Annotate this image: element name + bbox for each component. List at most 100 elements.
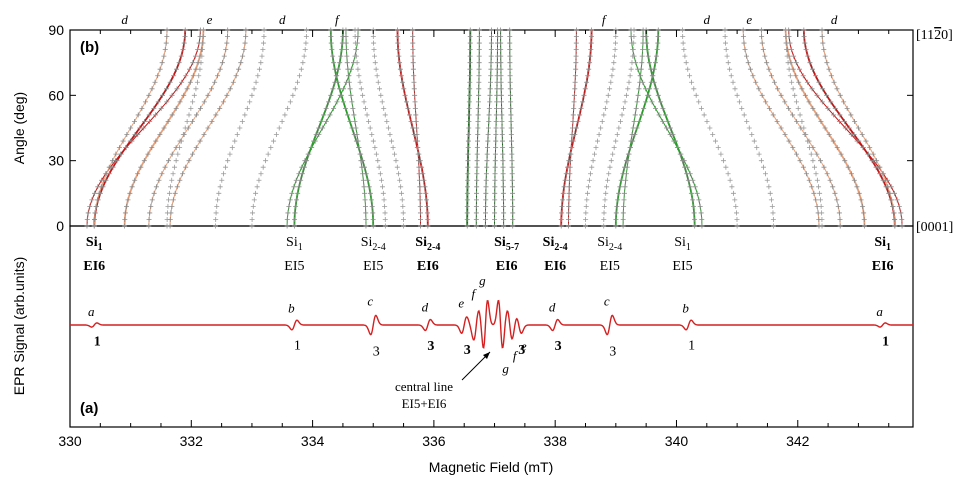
data-cross: [559, 203, 565, 209]
data-cross: [284, 223, 290, 229]
data-cross: [718, 151, 724, 157]
data-cross: [634, 99, 640, 105]
data-cross: [268, 145, 274, 151]
data-cross: [570, 118, 576, 124]
data-cross: [89, 197, 95, 203]
data-cross: [627, 73, 633, 79]
data-cross: [382, 223, 388, 229]
data-cross: [854, 184, 860, 190]
data-cross: [92, 190, 98, 196]
data-cross: [483, 197, 489, 203]
intensity-label: 1: [688, 338, 695, 353]
data-cross: [583, 216, 589, 222]
curve-letter-e: e: [746, 12, 752, 27]
data-cross: [730, 190, 736, 196]
data-cross: [801, 125, 807, 131]
data-cross: [467, 86, 473, 92]
data-cross: [827, 177, 833, 183]
data-cross: [466, 112, 472, 118]
data-cross: [896, 203, 902, 209]
data-cross: [368, 197, 374, 203]
data-cross: [187, 66, 193, 72]
data-cross: [197, 66, 203, 72]
data-cross: [487, 99, 493, 105]
data-cross: [412, 92, 418, 98]
epr-spectrum-line: [70, 299, 913, 349]
data-cross: [149, 86, 155, 92]
data-cross: [483, 177, 489, 183]
data-cross: [475, 125, 481, 131]
line-letter-a: a: [88, 304, 95, 319]
data-cross: [492, 203, 498, 209]
data-cross: [822, 53, 828, 59]
data-cross: [476, 34, 482, 40]
data-cross: [609, 73, 615, 79]
data-cross: [282, 112, 288, 118]
data-cross: [94, 197, 100, 203]
data-cross: [643, 99, 649, 105]
data-cross: [190, 60, 196, 66]
data-cross: [813, 197, 819, 203]
data-cross: [660, 105, 666, 111]
data-cross: [855, 125, 861, 131]
data-cross: [756, 151, 762, 157]
data-cross: [507, 60, 513, 66]
data-cross: [598, 125, 604, 131]
data-cross: [848, 112, 854, 118]
data-cross: [296, 171, 302, 177]
data-cross: [820, 86, 826, 92]
data-cross: [510, 190, 516, 196]
data-cross: [292, 216, 298, 222]
data-cross: [692, 223, 698, 229]
center-label: EI5: [600, 259, 620, 274]
data-cross: [498, 92, 504, 98]
data-cross: [356, 73, 362, 79]
data-cross: [347, 86, 353, 92]
data-cross: [691, 210, 697, 216]
data-cross: [384, 118, 390, 124]
data-cross: [725, 60, 731, 66]
data-cross: [186, 112, 192, 118]
data-cross: [500, 190, 506, 196]
data-cross: [585, 190, 591, 196]
data-cross: [741, 112, 747, 118]
orientation-top-label: [1120]: [916, 28, 953, 43]
data-cross: [488, 60, 494, 66]
data-cross: [190, 73, 196, 79]
data-cross: [630, 53, 636, 59]
data-cross: [778, 92, 784, 98]
data-cross: [487, 92, 493, 98]
data-cross: [398, 73, 404, 79]
data-cross: [321, 112, 327, 118]
x-axis-label: Magnetic Field (mT): [429, 459, 553, 475]
data-cross: [612, 47, 618, 53]
site-label: Si2-4: [597, 235, 622, 253]
data-cross: [499, 138, 505, 144]
data-cross: [399, 190, 405, 196]
data-cross: [834, 197, 840, 203]
data-cross: [508, 112, 514, 118]
data-cross: [806, 99, 812, 105]
data-cross: [489, 27, 494, 33]
data-cross: [639, 60, 645, 66]
data-cross: [367, 190, 373, 196]
data-cross: [328, 34, 334, 40]
data-cross: [837, 92, 843, 98]
data-cross: [778, 125, 784, 131]
site-label: Si1: [86, 235, 103, 253]
data-cross: [476, 92, 482, 98]
data-cross: [467, 34, 473, 40]
data-cross: [392, 151, 398, 157]
data-cross: [466, 118, 472, 124]
data-cross: [395, 40, 401, 46]
data-cross: [352, 40, 358, 46]
data-cross: [366, 184, 372, 190]
data-cross: [814, 112, 820, 118]
data-cross: [492, 164, 498, 170]
data-cross: [244, 105, 250, 111]
data-cross: [484, 158, 490, 164]
data-cross: [620, 210, 626, 216]
data-cross: [797, 66, 803, 72]
data-cross: [159, 171, 165, 177]
data-cross: [417, 177, 423, 183]
